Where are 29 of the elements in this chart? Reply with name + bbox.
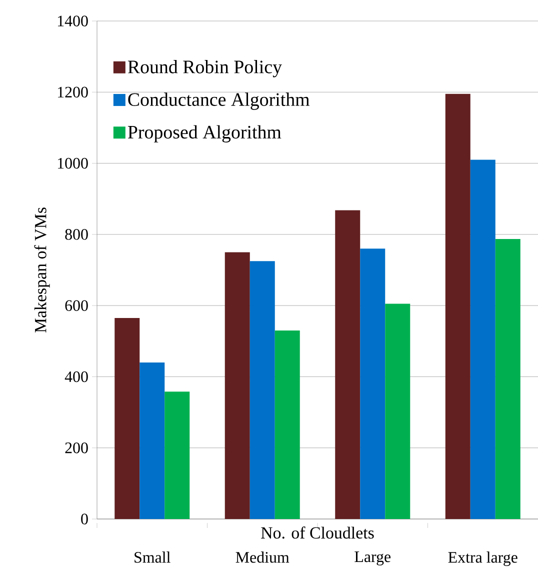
x-tick-label: Medium (236, 552, 290, 563)
bar (495, 239, 520, 519)
legend-label: Proposed Algorithm (128, 125, 282, 142)
y-tick-label: 1400 (58, 16, 88, 26)
y-tick-label: 0 (81, 514, 88, 524)
bar (140, 362, 165, 519)
bar (274, 330, 300, 519)
legend-label: Conductance Algorithm (128, 92, 310, 110)
bar (250, 261, 275, 519)
bar (164, 392, 190, 519)
bar (360, 248, 386, 519)
bar (114, 318, 140, 519)
y-tick-label: 800 (65, 229, 88, 240)
bar (335, 210, 360, 519)
y-axis-title: Makespan of VMs (34, 208, 50, 333)
legend-label: Round Robin Policy (128, 60, 282, 78)
x-tick-label: Large (354, 552, 391, 566)
bar (385, 304, 410, 519)
bar (224, 252, 250, 519)
x-tick-label: Small (134, 552, 170, 563)
x-tick-label: Extra large (448, 552, 518, 566)
y-tick-label: 400 (64, 371, 88, 382)
y-tick-label: 200 (65, 442, 88, 454)
y-tick-label: 1200 (58, 86, 88, 98)
y-tick-label: 600 (65, 300, 88, 311)
x-axis-title: No. of Cloudlets (261, 526, 374, 539)
bar (445, 94, 470, 519)
y-tick-label: 1000 (58, 158, 88, 169)
bar (470, 160, 496, 519)
